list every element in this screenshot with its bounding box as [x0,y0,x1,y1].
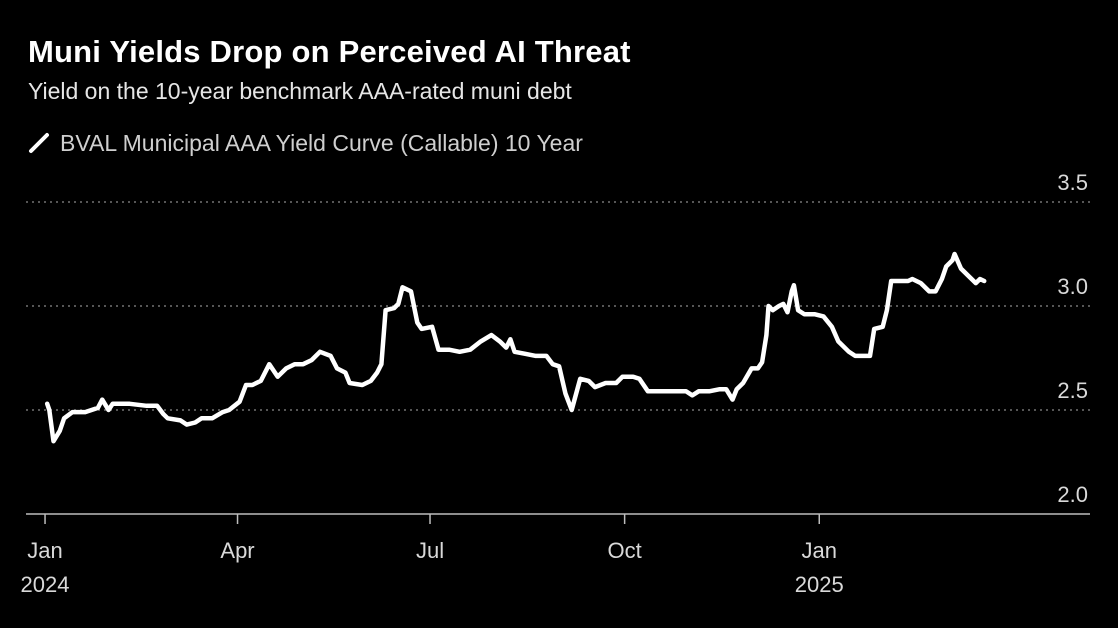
chart-subtitle: Yield on the 10-year benchmark AAA-rated… [28,78,572,104]
y-tick-label-2.0: 2.0 [1057,482,1088,507]
legend-line-icon [29,133,49,153]
x-tick-sublabel-0: 2024 [21,572,70,597]
x-tick-sublabel-4: 2025 [795,572,844,597]
x-tick-label-4: Jan [801,538,836,563]
x-tick-label-3: Oct [608,538,642,563]
y-tick-label-3.0: 3.0 [1057,274,1088,299]
x-tick-label-1: Apr [220,538,254,563]
legend-label: BVAL Municipal AAA Yield Curve (Callable… [60,129,583,156]
chart-title: Muni Yields Drop on Perceived AI Threat [28,34,631,69]
legend: BVAL Municipal AAA Yield Curve (Callable… [28,128,583,158]
y-tick-label-2.5: 2.5 [1057,378,1088,403]
y-tick-label-3.5: 3.5 [1057,170,1088,195]
x-tick-label-0: Jan [27,538,62,563]
x-tick-label-2: Jul [416,538,444,563]
series-line-0 [44,251,987,444]
